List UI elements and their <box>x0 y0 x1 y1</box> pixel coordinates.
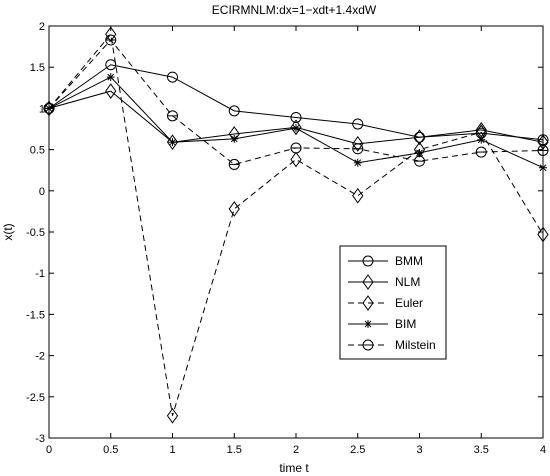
data-point <box>166 407 179 424</box>
data-point <box>352 187 364 204</box>
data-point <box>228 201 240 217</box>
legend-label: Euler <box>395 296 423 310</box>
data-point <box>415 148 424 157</box>
data-point <box>537 134 549 151</box>
y-tick-label: 0.5 <box>30 145 45 157</box>
series-line-milstein <box>48 39 544 165</box>
x-tick-label: 1.5 <box>227 444 242 456</box>
data-point <box>106 73 115 82</box>
legend-label: BMM <box>395 254 423 268</box>
data-point <box>290 119 302 136</box>
data-point <box>166 134 179 151</box>
data-point <box>353 158 362 167</box>
y-tick-label: 1.5 <box>30 62 45 74</box>
y-tick-label: -2.5 <box>26 392 45 404</box>
legend-item: NLM <box>348 274 420 290</box>
data-point <box>352 118 364 130</box>
data-point <box>167 71 178 83</box>
plot-area <box>48 25 544 439</box>
x-tick-label: 1 <box>169 444 175 456</box>
x-tick-label: 4 <box>540 444 546 456</box>
x-tick-label: 2 <box>293 444 299 456</box>
data-point <box>168 138 177 147</box>
legend-label: Milstein <box>395 338 436 352</box>
series-layer <box>43 26 549 424</box>
data-point <box>290 151 302 168</box>
data-point <box>105 59 117 71</box>
data-point <box>539 163 547 172</box>
data-point <box>290 111 302 123</box>
data-point <box>413 129 426 146</box>
data-point <box>362 255 374 267</box>
y-tick-label: -0.5 <box>26 227 45 239</box>
legend-item: BIM <box>348 317 416 331</box>
data-point <box>477 135 486 144</box>
legend-label: BIM <box>395 317 416 331</box>
y-tick-label: -1.5 <box>26 309 45 321</box>
y-tick-label: 0 <box>39 186 45 198</box>
y-tick-label: -3 <box>35 433 45 445</box>
series-milstein <box>43 34 549 170</box>
x-tick-label: 0 <box>46 444 52 456</box>
series-line-euler <box>48 33 544 416</box>
legend-label: NLM <box>395 275 420 289</box>
x-tick-label: 2.5 <box>350 444 365 456</box>
data-point <box>362 295 374 311</box>
chart-title: ECIRMNLM:dx=1−xdt+1.4xdW <box>212 3 377 17</box>
y-tick-label: 2 <box>39 21 45 33</box>
data-point <box>43 100 55 117</box>
data-point <box>537 226 549 243</box>
data-point <box>105 26 117 43</box>
legend-box <box>339 245 447 360</box>
series-line-bmm <box>48 64 544 141</box>
legend: BMM NLM Euler BIM Milstein <box>339 245 447 360</box>
legend-item: Euler <box>348 295 423 311</box>
x-axis: 0 0.5 1 1.5 2 2.5 3 3.5 4 <box>46 26 546 456</box>
legend-item: Milstein <box>348 338 436 352</box>
data-point <box>105 83 117 99</box>
x-tick-label: 3 <box>416 444 422 456</box>
y-tick-label: 1 <box>39 103 45 115</box>
data-point <box>364 320 372 328</box>
data-point <box>230 134 239 143</box>
legend-item: BMM <box>348 254 423 268</box>
y-axis: -3 -2.5 -2 -1.5 -1 -0.5 0 0.5 1 1.5 2 <box>26 21 543 445</box>
x-tick-label: 0.5 <box>103 444 118 456</box>
y-tick-label: -2 <box>35 351 45 363</box>
x-axis-label: time t <box>279 461 309 475</box>
data-point <box>292 124 300 133</box>
x-tick-label: 3.5 <box>474 444 489 456</box>
y-axis-label: x(t) <box>1 223 15 240</box>
y-tick-label: -1 <box>35 268 45 280</box>
data-point <box>228 105 240 117</box>
data-point <box>362 274 374 290</box>
data-point <box>352 135 364 152</box>
